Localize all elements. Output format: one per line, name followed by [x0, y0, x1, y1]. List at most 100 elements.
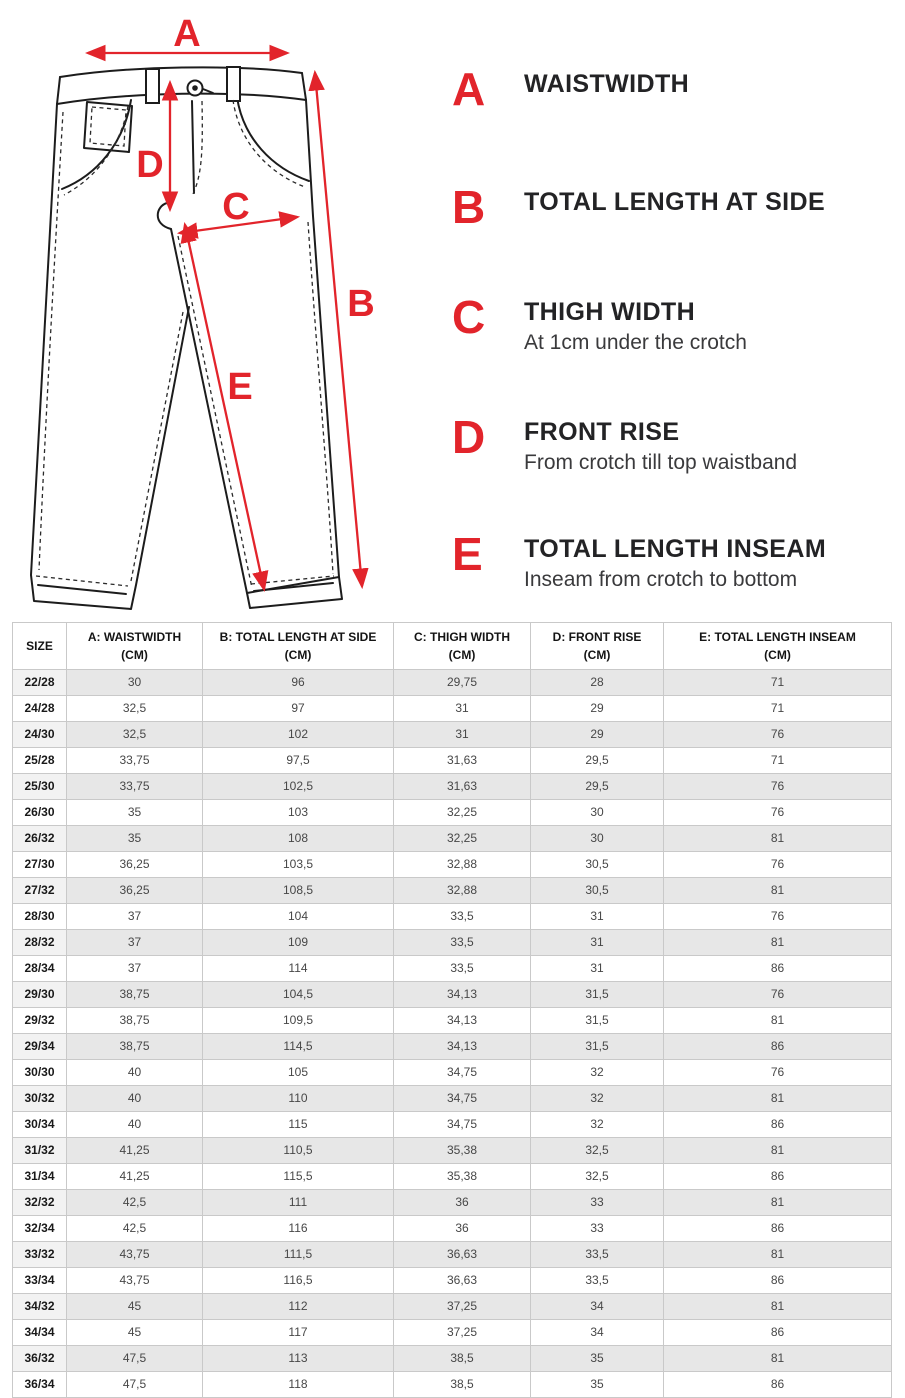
legend-title: THIGH WIDTH [524, 298, 696, 326]
value-cell: 36,25 [66, 877, 203, 904]
table-row: 26/32 35 108 32,25 30 81 [12, 825, 892, 852]
value-cell: 81 [663, 1189, 892, 1216]
size-cell: 31/32 [12, 1137, 67, 1164]
value-cell: 34,13 [393, 981, 531, 1008]
table-row: 25/28 33,75 97,5 31,63 29,5 71 [12, 747, 892, 774]
value-cell: 86 [663, 1215, 892, 1242]
size-cell: 27/32 [12, 877, 67, 904]
value-cell: 34,75 [393, 1059, 531, 1086]
value-cell: 35,38 [393, 1137, 531, 1164]
value-cell: 111 [202, 1189, 394, 1216]
value-cell: 86 [663, 1319, 892, 1346]
value-cell: 36,63 [393, 1267, 531, 1294]
column-header-unit: (CM) [448, 648, 476, 662]
table-header-row: SIZE A: WAISTWIDTH (CM) B: TOTAL LENGTH AT … [12, 622, 892, 670]
column-header-unit: (CM) [583, 648, 611, 662]
value-cell: 112 [202, 1293, 394, 1320]
size-cell: 34/34 [12, 1319, 67, 1346]
value-cell: 41,25 [66, 1163, 203, 1190]
size-table: SIZE A: WAISTWIDTH (CM) B: TOTAL LENGTH AT … [12, 622, 892, 1398]
value-cell: 32,5 [530, 1137, 664, 1164]
value-cell: 86 [663, 1033, 892, 1060]
value-cell: 32,25 [393, 799, 531, 826]
column-header-label: B: TOTAL LENGTH AT SIDE [219, 630, 377, 644]
value-cell: 81 [663, 929, 892, 956]
column-header: C: THIGH WIDTH (CM) [393, 622, 531, 670]
waistband-details [145, 66, 241, 104]
value-cell: 35 [66, 799, 203, 826]
size-cell: 36/32 [12, 1345, 67, 1372]
table-row: 34/34 45 117 37,25 34 86 [12, 1319, 892, 1346]
value-cell: 28 [530, 669, 664, 696]
table-row: 26/30 35 103 32,25 30 76 [12, 799, 892, 826]
value-cell: 33,75 [66, 747, 203, 774]
table-row: 29/32 38,75 109,5 34,13 31,5 81 [12, 1007, 892, 1034]
size-cell: 30/34 [12, 1111, 67, 1138]
size-cell: 28/30 [12, 903, 67, 930]
size-cell: 26/32 [12, 825, 67, 852]
table-row: 32/32 42,5 111 36 33 81 [12, 1189, 892, 1216]
value-cell: 111,5 [202, 1241, 394, 1268]
value-cell: 36 [393, 1215, 531, 1242]
size-cell: 26/30 [12, 799, 67, 826]
value-cell: 40 [66, 1085, 203, 1112]
size-cell: 25/30 [12, 773, 67, 800]
value-cell: 30 [530, 799, 664, 826]
column-header: E: TOTAL LENGTH INSEAM (CM) [663, 622, 892, 670]
value-cell: 32 [530, 1059, 664, 1086]
size-cell: 28/34 [12, 955, 67, 982]
legend-subtitle: At 1cm under the crotch [524, 331, 747, 354]
value-cell: 81 [663, 1345, 892, 1372]
value-cell: 76 [663, 1059, 892, 1086]
value-cell: 81 [663, 1007, 892, 1034]
size-cell: 28/32 [12, 929, 67, 956]
value-cell: 76 [663, 773, 892, 800]
value-cell: 38,5 [393, 1345, 531, 1372]
value-cell: 29,5 [530, 747, 664, 774]
value-cell: 35,38 [393, 1163, 531, 1190]
size-cell: 22/28 [12, 669, 67, 696]
legend-title: FRONT RISE [524, 418, 680, 446]
size-cell: 25/28 [12, 747, 67, 774]
value-cell: 97 [202, 695, 394, 722]
table-row: 36/32 47,5 113 38,5 35 81 [12, 1345, 892, 1372]
column-header: D: FRONT RISE (CM) [530, 622, 664, 670]
table-row: 24/30 32,5 102 31 29 76 [12, 721, 892, 748]
size-cell: 32/32 [12, 1189, 67, 1216]
table-row: 27/32 36,25 108,5 32,88 30,5 81 [12, 877, 892, 904]
size-cell: 32/34 [12, 1215, 67, 1242]
value-cell: 116,5 [202, 1267, 394, 1294]
value-cell: 109,5 [202, 1007, 394, 1034]
measurement-letters: A B C D E [136, 13, 374, 408]
legend-title: TOTAL LENGTH AT SIDE [524, 188, 826, 216]
size-cell: 36/34 [12, 1371, 67, 1398]
legend-item: B TOTAL LENGTH AT SIDE [452, 182, 825, 232]
value-cell: 30,5 [530, 877, 664, 904]
value-cell: 117 [202, 1319, 394, 1346]
value-cell: 42,5 [66, 1215, 203, 1242]
table-row: 36/34 47,5 118 38,5 35 86 [12, 1371, 892, 1398]
table-row: 32/34 42,5 116 36 33 86 [12, 1215, 892, 1242]
value-cell: 37 [66, 903, 203, 930]
column-header-label: D: FRONT RISE [552, 630, 642, 644]
value-cell: 32,5 [66, 721, 203, 748]
table-row: 30/32 40 110 34,75 32 81 [12, 1085, 892, 1112]
table-row: 29/30 38,75 104,5 34,13 31,5 76 [12, 981, 892, 1008]
value-cell: 81 [663, 1085, 892, 1112]
column-header-label: C: THIGH WIDTH [414, 630, 510, 644]
value-cell: 34,13 [393, 1033, 531, 1060]
legend-title: WAISTWIDTH [524, 70, 690, 98]
table-row: 29/34 38,75 114,5 34,13 31,5 86 [12, 1033, 892, 1060]
legend-item: E TOTAL LENGTH INSEAM Inseam from crotch… [452, 529, 826, 593]
legend-item: C THIGH WIDTH At 1cm under the crotch [452, 292, 747, 356]
value-cell: 29,75 [393, 669, 531, 696]
value-cell: 33,5 [530, 1241, 664, 1268]
column-header-label: E: TOTAL LENGTH INSEAM [699, 630, 856, 644]
measurement-arrows [84, 44, 369, 593]
pants-outline [30, 66, 343, 610]
value-cell: 29 [530, 721, 664, 748]
value-cell: 115,5 [202, 1163, 394, 1190]
value-cell: 33,5 [393, 929, 531, 956]
table-row: 31/32 41,25 110,5 35,38 32,5 81 [12, 1137, 892, 1164]
